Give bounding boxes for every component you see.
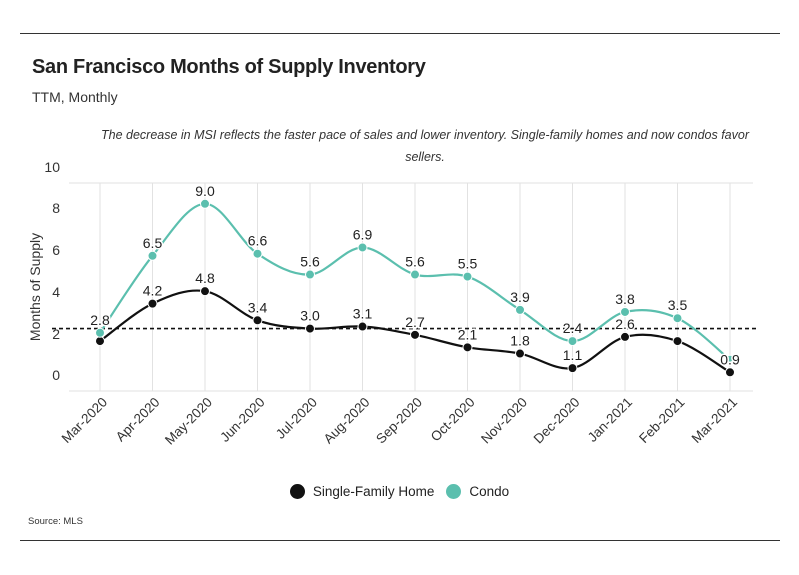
legend-swatch-single-family <box>289 484 305 499</box>
legend-item-single-family: Single-Family Home <box>289 484 435 499</box>
legend-swatch-condo <box>446 484 462 499</box>
x-tick-label: Jul-2020 <box>273 395 320 442</box>
x-tick-label: May-2020 <box>162 395 215 448</box>
data-point-single-family <box>620 331 630 342</box>
top-rule <box>20 33 780 34</box>
data-point-condo <box>515 304 525 315</box>
x-tick-label: Mar-2021 <box>689 395 740 446</box>
x-tick-label: Dec-2020 <box>531 395 583 447</box>
data-label-single-family: 1.8 <box>510 333 530 349</box>
y-axis-label: Months of Supply <box>27 233 43 341</box>
data-point-condo <box>725 354 735 365</box>
y-tick-label: 2 <box>52 326 60 342</box>
data-label-condo: 2.4 <box>563 320 583 336</box>
x-tick-label: Apr-2020 <box>113 395 163 445</box>
data-label-condo: 6.9 <box>353 226 373 242</box>
y-tick-label: 4 <box>52 284 60 300</box>
data-point-single-family <box>567 363 578 374</box>
x-tick-label: Jun-2020 <box>217 395 267 445</box>
y-tick-label: 0 <box>52 367 60 383</box>
data-label-single-family: 3.4 <box>248 299 268 315</box>
chart-legend: Single-Family Home Condo <box>0 484 799 499</box>
data-point-condo <box>567 336 578 347</box>
y-tick-label: 8 <box>52 200 60 216</box>
data-label-condo: 5.5 <box>458 256 478 272</box>
data-point-single-family <box>725 367 735 378</box>
x-tick-label: Oct-2020 <box>428 395 478 445</box>
data-point-condo <box>200 198 210 209</box>
data-label-single-family: 3.0 <box>300 308 320 324</box>
data-label-condo: 3.8 <box>615 291 635 307</box>
data-label-single-family: 2.1 <box>458 326 478 342</box>
data-point-single-family <box>410 329 420 340</box>
chart-annotation: The decrease in MSI reflects the faster … <box>100 128 749 164</box>
data-point-single-family <box>672 336 683 347</box>
data-point-single-family <box>95 336 105 347</box>
data-label-condo: 3.5 <box>668 297 688 313</box>
data-label-single-family: 4.2 <box>143 283 163 299</box>
data-label-single-family: 2.7 <box>405 314 425 330</box>
data-point-condo <box>305 269 315 280</box>
bottom-rule <box>20 540 780 541</box>
legend-label-single-family: Single-Family Home <box>312 484 435 499</box>
data-label-condo: 3.9 <box>510 289 530 305</box>
data-label-condo: 6.5 <box>143 235 163 251</box>
data-point-condo <box>95 327 105 338</box>
data-label-single-family: 2.6 <box>615 316 635 332</box>
data-label-single-family: 0.9 <box>720 351 740 367</box>
data-point-condo <box>147 250 158 261</box>
data-point-single-family <box>357 321 368 332</box>
x-tick-label: Mar-2020 <box>59 395 110 446</box>
y-tick-label: 10 <box>44 159 60 175</box>
data-label-single-family: 3.1 <box>353 306 373 322</box>
data-label-condo: 9.0 <box>195 183 215 199</box>
data-point-condo <box>672 313 683 324</box>
x-tick-label: Aug-2020 <box>321 395 373 447</box>
data-label-single-family: 4.8 <box>195 270 215 286</box>
data-point-condo <box>462 271 473 282</box>
data-point-single-family <box>305 323 315 334</box>
data-point-condo <box>410 269 420 280</box>
data-point-single-family <box>515 348 525 359</box>
legend-item-condo: Condo <box>446 484 509 499</box>
x-tick-label: Sep-2020 <box>373 395 425 447</box>
data-point-condo <box>252 248 263 259</box>
data-point-single-family <box>462 342 473 353</box>
x-tick-label: Jan-2021 <box>585 395 635 445</box>
x-tick-label: Feb-2021 <box>636 395 687 446</box>
data-label-condo: 5.6 <box>405 254 425 270</box>
data-label-single-family: 1.1 <box>563 347 583 363</box>
data-point-single-family <box>200 286 210 297</box>
chart-title: San Francisco Months of Supply Inventory <box>32 56 426 78</box>
legend-label-condo: Condo <box>469 484 510 499</box>
data-label-condo: 5.6 <box>300 254 320 270</box>
y-tick-label: 6 <box>52 242 60 258</box>
data-point-single-family <box>147 298 158 309</box>
source-note: Source: MLS <box>28 516 83 527</box>
data-point-condo <box>357 242 368 253</box>
x-tick-label: Nov-2020 <box>478 395 530 447</box>
data-point-single-family <box>252 315 263 326</box>
data-label-condo: 6.6 <box>248 233 268 249</box>
data-point-condo <box>620 306 630 317</box>
chart-subtitle: TTM, Monthly <box>32 89 118 105</box>
data-label-condo: 2.8 <box>90 312 110 328</box>
